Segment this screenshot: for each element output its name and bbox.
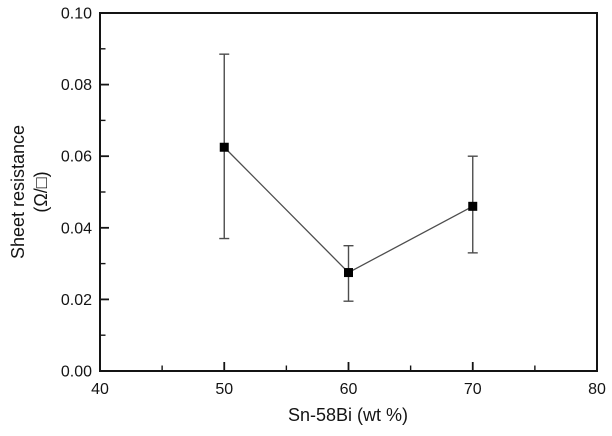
data-point-marker <box>468 201 478 211</box>
plot-frame <box>99 12 598 372</box>
y-axis-title-line1: Sheet resistance <box>8 125 28 259</box>
y-axis-title-line2: (Ω/□) <box>31 171 51 212</box>
x-tick-label: 60 <box>340 381 358 398</box>
data-point-marker <box>219 142 229 152</box>
plot-area: 40 50 60 70 80 0.00 0.02 0.04 0.06 0.08 0.10 <box>61 6 606 399</box>
y-tick-label: 0.10 <box>61 6 92 23</box>
y-tick-label: 0.02 <box>61 292 92 309</box>
x-tick-label: 80 <box>588 381 606 398</box>
x-tick-label: 50 <box>215 381 233 398</box>
x-axis-title: Sn-58Bi (wt %) <box>288 405 408 425</box>
y-tick-label: 0.04 <box>61 220 92 237</box>
y-tick-label: 0.06 <box>61 149 92 166</box>
y-tick-label: 0.08 <box>61 77 92 94</box>
data-point-marker <box>344 268 353 278</box>
x-tick-label: 40 <box>91 381 109 398</box>
x-tick-label: 70 <box>464 381 482 398</box>
y-tick-label: 0.00 <box>61 364 92 381</box>
